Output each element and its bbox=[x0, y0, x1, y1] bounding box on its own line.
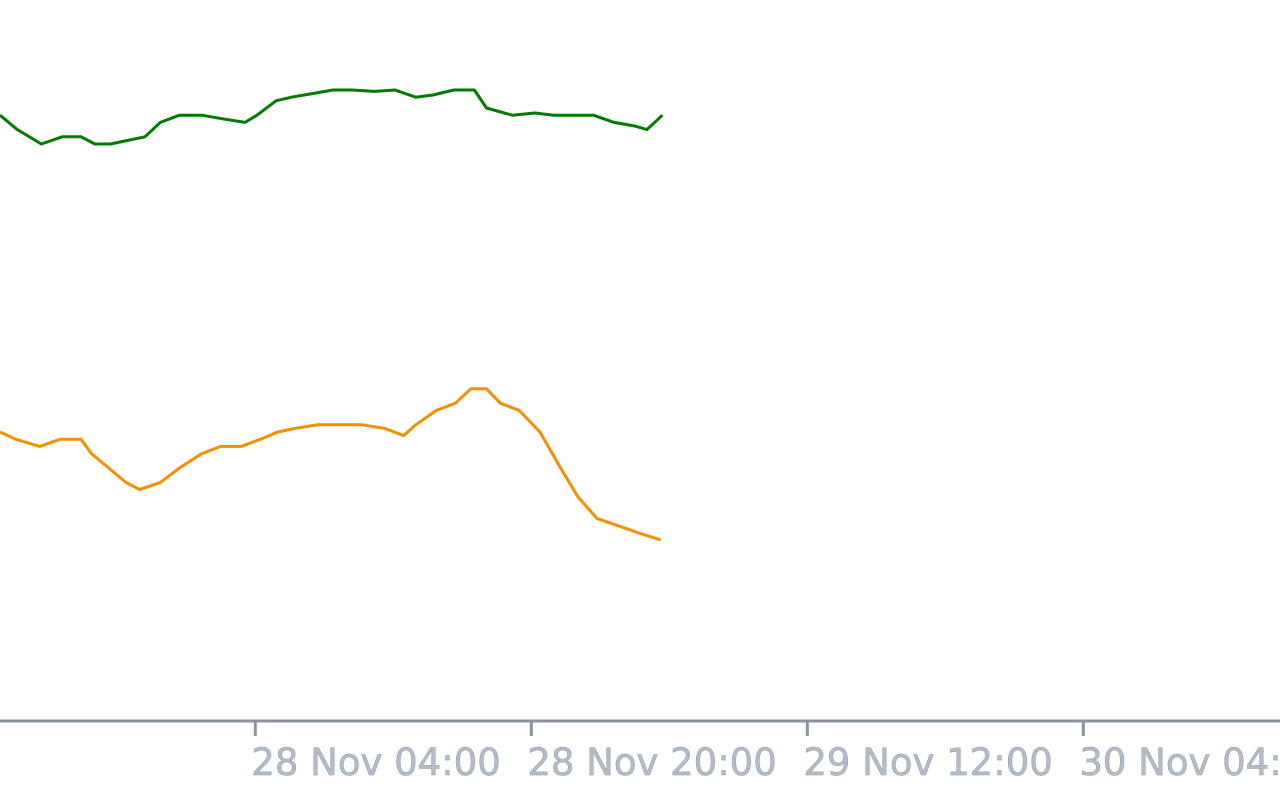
x-tick-label: 30 Nov 04:00 bbox=[1079, 741, 1280, 784]
x-tick-label: 28 Nov 20:00 bbox=[527, 741, 776, 784]
x-tick-label: 28 Nov 04:00 bbox=[251, 741, 500, 784]
x-tick-label: 29 Nov 12:00 bbox=[803, 741, 1052, 784]
series-line-1 bbox=[0, 88, 664, 146]
series-layer bbox=[0, 88, 664, 542]
series-line-2 bbox=[0, 387, 662, 542]
x-axis-ticks: 28 Nov 04:00 28 Nov 20:00 29 Nov 12:00 30 N… bbox=[251, 721, 1280, 784]
